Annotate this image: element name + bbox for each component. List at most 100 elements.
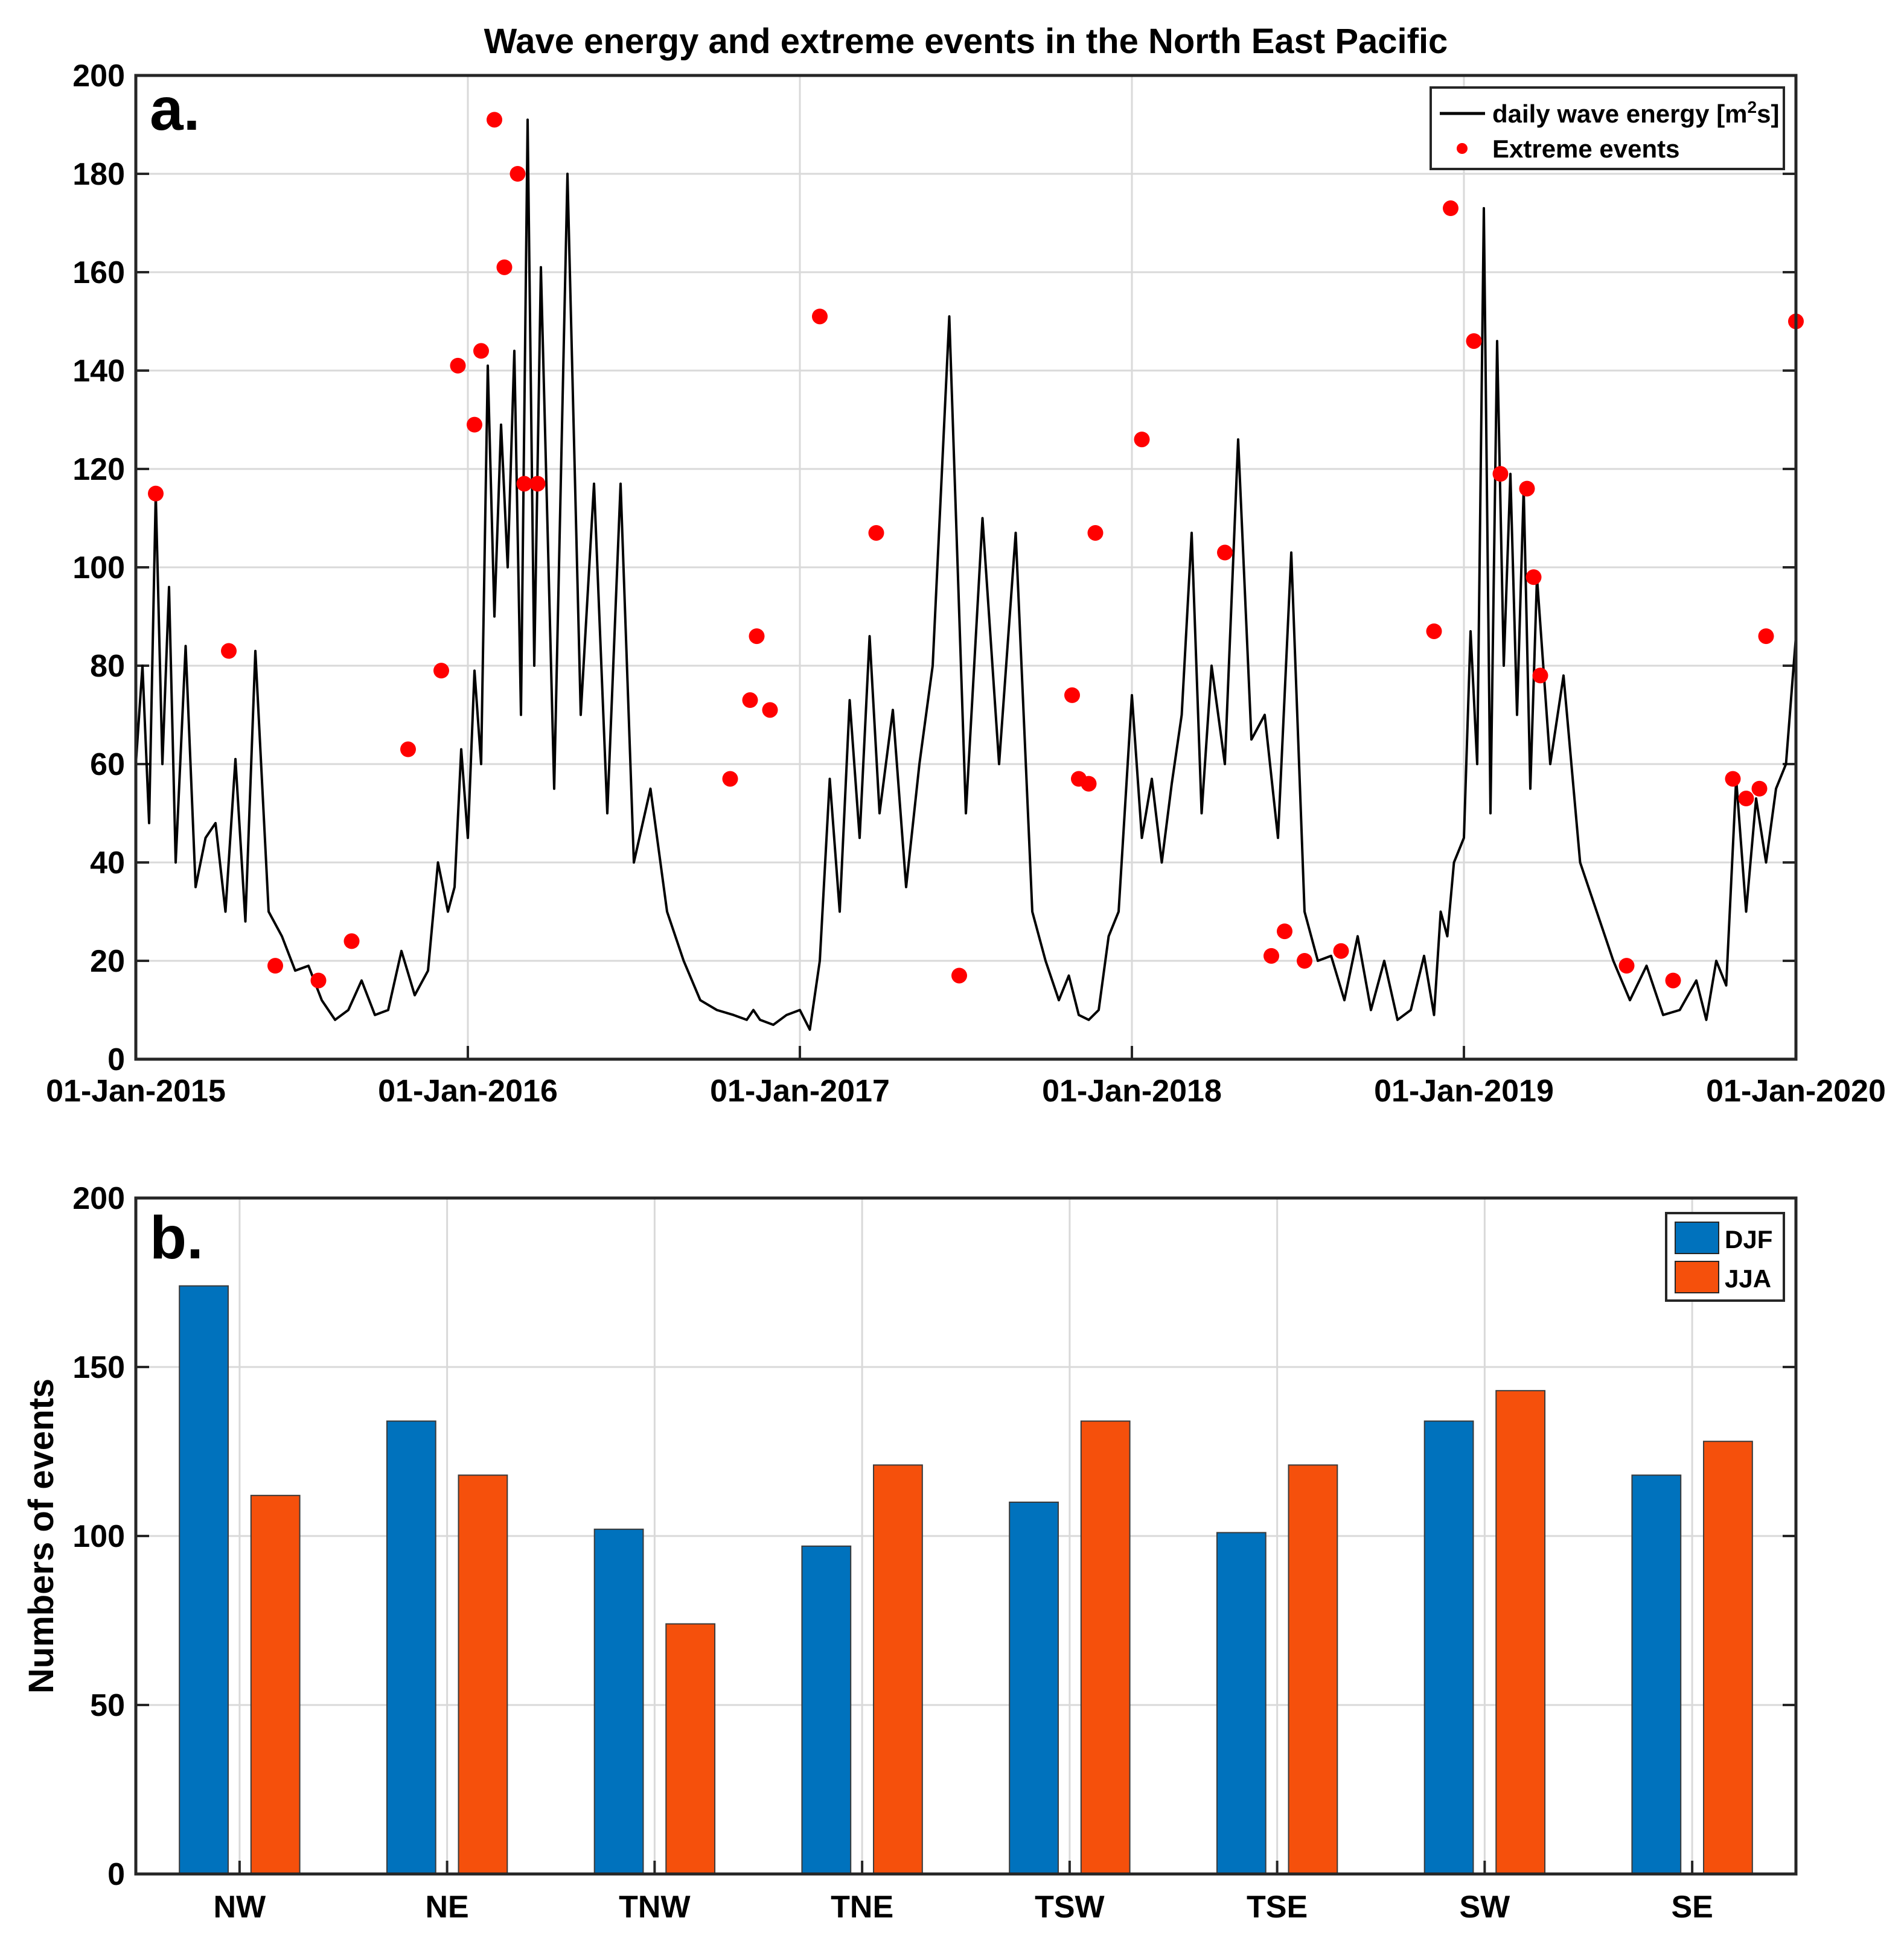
panel-a-ytick-label: 60 xyxy=(90,747,125,782)
panel-b-category-label: TNW xyxy=(619,1890,691,1925)
bar-djf-tse xyxy=(1216,1532,1267,1875)
panel-a-ytick-label: 180 xyxy=(72,157,125,192)
panel-b-ytick-label: 50 xyxy=(90,1688,125,1723)
panel-a-ytick-label: 140 xyxy=(72,354,125,389)
extreme-event-point xyxy=(1277,923,1292,940)
panel-a-axes-box xyxy=(134,74,1798,1061)
panel-a-ticks: 0 20 40 60 80 100 120 140 160 180 200 01-Jan-2015 01… xyxy=(46,59,1886,1109)
panel-a-legend: daily wave energy [m2s] Extreme events xyxy=(1430,86,1785,170)
panel-a-xtick-label: 01-Jan-2015 xyxy=(46,1074,226,1109)
bar-djf-tnw xyxy=(593,1528,644,1875)
extreme-event-point xyxy=(510,166,526,182)
panel-a-label: a. xyxy=(150,75,200,143)
panel-b-category-label: NE xyxy=(426,1890,469,1925)
extreme-event-point xyxy=(1525,569,1542,585)
extreme-event-point xyxy=(1263,948,1279,964)
extreme-event-point xyxy=(516,476,532,492)
extreme-event-point xyxy=(1217,544,1233,561)
panel-b-ytick-label: 100 xyxy=(72,1519,125,1554)
panel-b-category-label: NW xyxy=(214,1890,267,1925)
extreme-event-point xyxy=(1758,628,1774,645)
bar-djf-tne xyxy=(801,1545,852,1875)
panel-a-xtick-label: 01-Jan-2020 xyxy=(1706,1074,1886,1109)
bar-djf-nw xyxy=(179,1285,229,1875)
wave-energy-line xyxy=(135,118,1797,1031)
extreme-event-point xyxy=(1738,791,1754,807)
legend-djf-label: DJF xyxy=(1725,1225,1772,1254)
extreme-event-point xyxy=(749,628,765,645)
extreme-event-point xyxy=(1426,623,1442,639)
extreme-event-point xyxy=(722,771,738,787)
extreme-event-point xyxy=(221,643,237,659)
panel-a-xtick-label: 01-Jan-2019 xyxy=(1374,1074,1554,1109)
panel-b-bars xyxy=(179,1285,1753,1875)
extreme-event-point xyxy=(1466,333,1482,349)
figure-title: Wave energy and extreme events in the No… xyxy=(484,22,1448,61)
legend-marker-swatch xyxy=(1457,143,1468,154)
extreme-event-point xyxy=(868,524,884,541)
panel-a-ytick-label: 80 xyxy=(90,649,125,684)
extreme-event-point xyxy=(1297,953,1312,969)
panel-b-label: b. xyxy=(150,1204,203,1272)
bar-jja-nw xyxy=(250,1494,301,1875)
panel-a-ytick-label: 160 xyxy=(72,255,125,290)
panel-b-ylabel: Numbers of events xyxy=(22,1378,61,1694)
panel-a-xtick-label: 01-Jan-2018 xyxy=(1042,1074,1222,1109)
legend-jja-swatch xyxy=(1675,1261,1719,1293)
panel-a-xtick-label: 01-Jan-2017 xyxy=(710,1074,890,1109)
legend-djf-swatch xyxy=(1675,1222,1719,1254)
bar-jja-sw xyxy=(1495,1390,1546,1875)
extreme-event-point xyxy=(487,112,502,128)
panel-b-axes-box xyxy=(134,1196,1798,1876)
extreme-event-point xyxy=(1492,466,1509,482)
panel-a-xtick-label: 01-Jan-2016 xyxy=(378,1074,558,1109)
extreme-event-point xyxy=(1134,432,1150,448)
legend-marker-label: Extreme events xyxy=(1492,135,1680,163)
extreme-event-point xyxy=(1532,668,1548,684)
panel-b-category-label: TSW xyxy=(1035,1890,1105,1925)
extreme-event-point xyxy=(1087,524,1104,541)
panel-b-ytick-label: 0 xyxy=(107,1857,125,1892)
panel-b-category-label: TSE xyxy=(1247,1890,1308,1925)
extreme-event-point xyxy=(951,967,967,984)
extreme-event-point xyxy=(473,343,489,359)
extreme-event-point xyxy=(1519,480,1535,497)
panel-b-legend: DJF JJA xyxy=(1665,1212,1785,1302)
legend-jja-label: JJA xyxy=(1725,1264,1771,1293)
bar-djf-tsw xyxy=(1009,1502,1059,1875)
extreme-event-point xyxy=(1081,776,1097,792)
extreme-event-point xyxy=(1665,972,1681,989)
bar-jja-tsw xyxy=(1080,1420,1131,1875)
extreme-event-point xyxy=(1333,943,1349,959)
extreme-event-point xyxy=(450,357,466,374)
panel-b-category-label: SE xyxy=(1671,1890,1713,1925)
extreme-event-point xyxy=(267,958,283,974)
extreme-event-point xyxy=(742,692,758,709)
panel-b-ytick-label: 200 xyxy=(72,1181,125,1216)
extreme-event-point xyxy=(433,663,449,679)
panel-a-legend-box xyxy=(1430,86,1785,170)
extreme-event-point xyxy=(529,476,546,492)
panel-a-ytick-label: 40 xyxy=(90,846,125,881)
extreme-event-point xyxy=(1064,687,1080,703)
extreme-event-point xyxy=(1751,780,1768,797)
bar-jja-se xyxy=(1703,1441,1753,1875)
extreme-event-point xyxy=(310,972,327,989)
extreme-event-point xyxy=(343,933,360,949)
panel-a-line-series xyxy=(135,118,1797,1031)
bar-jja-tse xyxy=(1288,1464,1338,1875)
bar-jja-tnw xyxy=(665,1623,716,1875)
panel-b-category-label: SW xyxy=(1459,1890,1510,1925)
bar-jja-tne xyxy=(873,1464,923,1875)
extreme-event-point xyxy=(762,702,778,718)
panel-b-ytick-label: 150 xyxy=(72,1350,125,1385)
panel-a-ytick-label: 20 xyxy=(90,944,125,979)
bar-djf-se xyxy=(1631,1474,1682,1875)
extreme-event-point xyxy=(812,308,828,325)
extreme-event-point xyxy=(1725,771,1741,787)
extreme-event-point xyxy=(1618,958,1635,974)
panel-b-ticks: 0 50 100 150 200 NW NE TNW TNE TSW TSE SW SE xyxy=(72,1181,1796,1925)
panel-a-extreme-markers xyxy=(148,112,1804,989)
extreme-event-point xyxy=(148,485,164,502)
